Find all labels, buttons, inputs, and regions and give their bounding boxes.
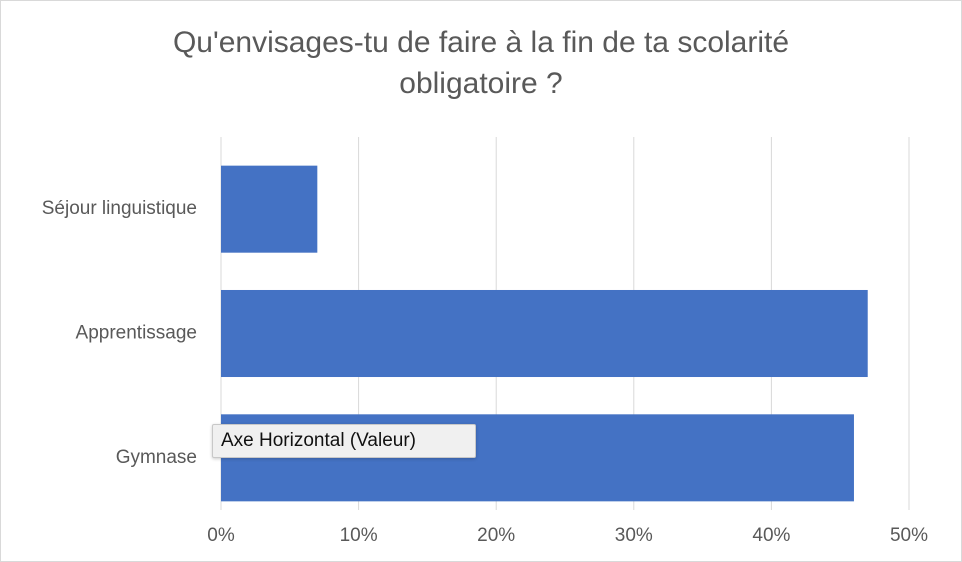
y-tick-label: Apprentissage (76, 323, 197, 344)
x-tick-label: 0% (207, 525, 235, 546)
x-tick-label: 30% (615, 525, 653, 546)
x-tick-label: 20% (477, 525, 515, 546)
x-tick-label: 10% (340, 525, 378, 546)
bar (221, 289, 868, 378)
x-tick-label: 50% (890, 525, 928, 546)
bar (221, 165, 318, 253)
y-tick-label: Séjour linguistique (42, 198, 197, 219)
x-tick-label: 40% (752, 525, 790, 546)
tooltip: Axe Horizontal (Valeur) (212, 424, 476, 458)
y-tick-label: Gymnase (116, 447, 197, 468)
chart-title: Qu'envisages-tu de faire à la fin de ta … (172, 26, 790, 100)
